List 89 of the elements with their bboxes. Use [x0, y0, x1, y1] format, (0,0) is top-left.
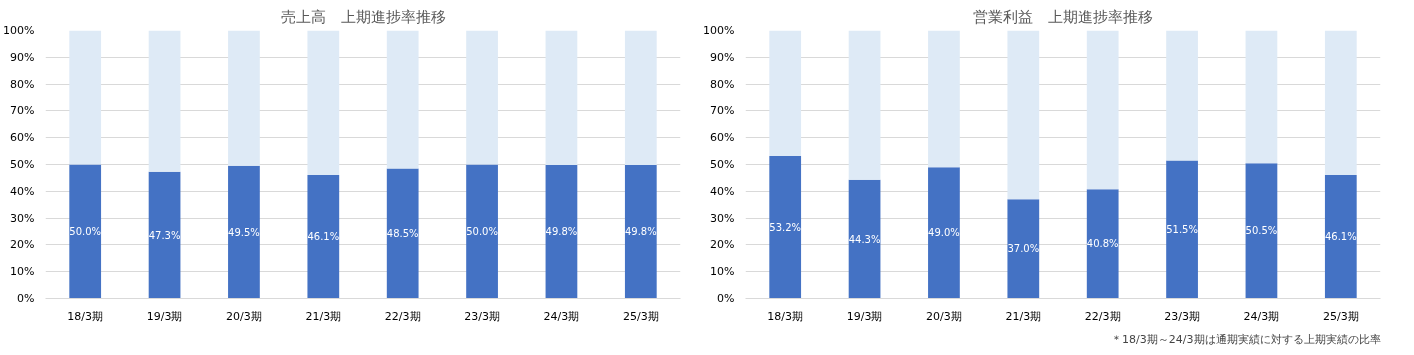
- y-tick-label: 20%: [10, 238, 35, 252]
- bar: [466, 164, 498, 299]
- y-tick-label: 0%: [717, 292, 735, 305]
- x-tick-label: 24/3期: [543, 309, 580, 323]
- x-tick-label: 21/3期: [305, 309, 342, 323]
- bar: [624, 30, 657, 166]
- data-label: 50.5%: [1245, 225, 1278, 237]
- data-label: 50.0%: [69, 226, 102, 237]
- y-tick-label: 70%: [710, 104, 735, 118]
- y-tick-label: 60%: [10, 131, 35, 145]
- data-label: 51.5%: [1166, 223, 1198, 235]
- data-label: 48.5%: [386, 228, 419, 240]
- y-tick-label: 40%: [710, 184, 735, 198]
- y-tick-label: 10%: [710, 265, 735, 279]
- bar: [848, 179, 881, 299]
- x-tick-label: 23/3期: [1164, 309, 1200, 323]
- y-tick-label: 30%: [710, 211, 735, 225]
- bar: [1245, 30, 1278, 164]
- data-label: 40.8%: [1086, 238, 1119, 250]
- data-label: 44.3%: [848, 233, 881, 245]
- bar: [1324, 30, 1357, 175]
- x-tick-label: 20/3期: [926, 309, 962, 323]
- data-label: 49.5%: [228, 226, 260, 238]
- bar: [1166, 160, 1198, 299]
- data-label: 50.0%: [466, 226, 498, 237]
- x-tick-label: 18/3期: [67, 309, 104, 323]
- bar: [466, 30, 498, 165]
- y-tick-label: 100%: [3, 24, 35, 37]
- bar: [228, 165, 260, 299]
- bar: [545, 30, 578, 166]
- y-tick-label: 50%: [710, 158, 735, 171]
- data-label: 46.1%: [307, 231, 340, 243]
- bar: [545, 165, 578, 299]
- bar: [386, 30, 419, 169]
- y-tick-label: 60%: [710, 131, 735, 145]
- bar: [148, 30, 181, 172]
- y-tick-label: 50%: [10, 158, 35, 171]
- y-tick-label: 80%: [10, 77, 35, 91]
- bar: [1324, 174, 1357, 299]
- bar: [386, 168, 419, 299]
- bar: [228, 30, 260, 166]
- data-label: 53.2%: [769, 221, 802, 233]
- x-tick-label: 24/3期: [1243, 309, 1280, 323]
- data-label: 49.0%: [928, 227, 960, 239]
- bar: [307, 30, 340, 175]
- bar: [769, 155, 802, 299]
- bar: [148, 171, 181, 299]
- data-label: 49.8%: [545, 226, 578, 238]
- y-tick-label: 80%: [710, 77, 735, 91]
- bar: [1007, 199, 1040, 299]
- y-tick-label: 10%: [10, 265, 35, 279]
- bar: [69, 30, 102, 165]
- bar: [69, 164, 102, 299]
- y-tick-label: 90%: [710, 50, 735, 64]
- bar: [928, 167, 960, 299]
- y-tick-label: 20%: [710, 238, 735, 252]
- y-tick-label: 90%: [10, 50, 35, 64]
- data-label: 49.8%: [624, 226, 657, 238]
- x-tick-label: 25/3期: [622, 309, 659, 323]
- y-tick-label: 30%: [10, 211, 35, 225]
- bar: [769, 30, 802, 156]
- bar: [928, 30, 960, 168]
- data-label: 37.0%: [1007, 243, 1040, 255]
- x-tick-label: 21/3期: [1005, 309, 1042, 323]
- x-tick-label: 23/3期: [464, 309, 500, 323]
- x-tick-label: 25/3期: [1322, 309, 1359, 323]
- bar: [1086, 189, 1119, 299]
- text: ＊18/3期～24/3期は通期実績に対する上期実績の比率: [1111, 332, 1381, 346]
- bar: [848, 30, 881, 180]
- y-tick-label: 100%: [703, 24, 735, 37]
- y-tick-label: 40%: [10, 184, 35, 198]
- bar: [1086, 30, 1119, 190]
- data-label: 47.3%: [148, 229, 181, 241]
- bar: [1245, 163, 1278, 299]
- bar: [624, 165, 657, 299]
- bar: [307, 174, 340, 299]
- x-tick-label: 19/3期: [146, 309, 183, 323]
- x-tick-label: 19/3期: [846, 309, 883, 323]
- x-tick-label: 18/3期: [767, 309, 804, 323]
- y-tick-label: 70%: [10, 104, 35, 118]
- x-tick-label: 22/3期: [384, 309, 421, 323]
- chart-title: 売上高 上期進捗率推移: [280, 7, 446, 26]
- x-tick-label: 22/3期: [1084, 309, 1121, 323]
- x-tick-label: 20/3期: [226, 309, 262, 323]
- data-label: 46.1%: [1324, 231, 1357, 243]
- y-tick-label: 0%: [17, 292, 35, 305]
- chart-title: 営業利益 上期進捗率推移: [973, 7, 1153, 26]
- bar: [1007, 30, 1040, 200]
- bar: [1166, 30, 1198, 161]
